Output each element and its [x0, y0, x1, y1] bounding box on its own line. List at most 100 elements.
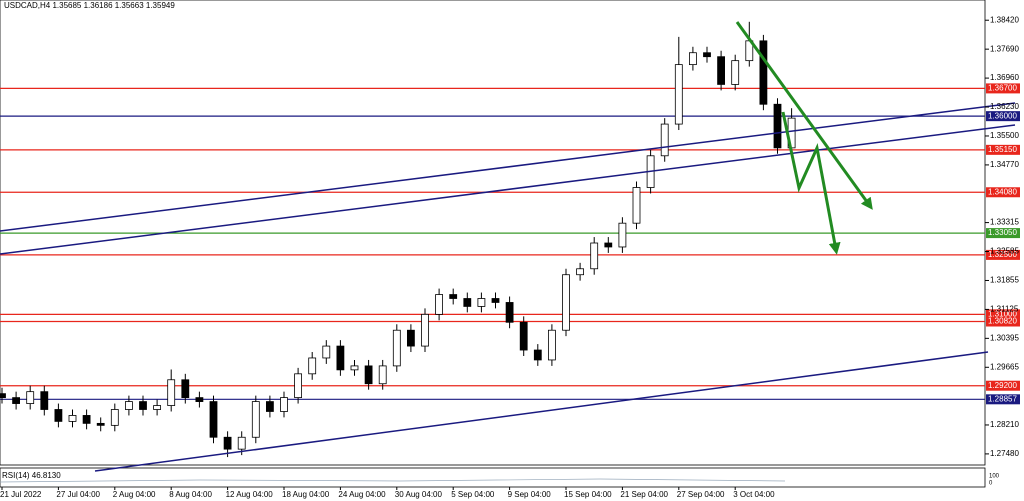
candle-body	[280, 397, 288, 412]
candle-body	[562, 274, 570, 331]
y-tick-label: 1.27480	[990, 449, 1019, 458]
level-label: 1.31000	[988, 309, 1017, 318]
candle-body	[125, 401, 133, 410]
candle-body	[223, 436, 232, 450]
candle-body	[195, 397, 204, 402]
chart-title: USDCAD,H4 1.35685 1.36186 1.35663 1.3594…	[4, 1, 175, 10]
candle-body	[68, 415, 77, 422]
y-tick-label: 1.30395	[990, 333, 1019, 342]
candle-body	[12, 397, 21, 404]
candle-body	[364, 365, 373, 385]
y-tick-label: 1.34770	[990, 160, 1019, 169]
candle-body	[350, 365, 359, 371]
y-tick-label: 1.29665	[990, 362, 1019, 371]
y-tick-label: 1.38420	[990, 15, 1019, 24]
forecast-arrow	[781, 111, 841, 255]
rsi-label: RSI(14) 46.8130	[2, 471, 61, 480]
y-tick-label: 1.33315	[990, 218, 1019, 227]
candle-body	[533, 349, 542, 361]
candle-body	[632, 187, 641, 224]
level-tag	[986, 144, 1020, 155]
candle-body	[660, 123, 669, 157]
level-label: 1.32500	[988, 250, 1017, 259]
candle-body	[308, 357, 317, 375]
candle-body	[731, 60, 740, 85]
x-tick-label: 2 Aug 04:00	[113, 490, 156, 499]
candle-body	[392, 329, 401, 367]
candle-body	[139, 401, 147, 410]
rsi-axis-label: 0	[989, 481, 993, 487]
level-tag	[986, 309, 1020, 320]
level-label: 1.35150	[988, 145, 1017, 154]
candle-body	[689, 52, 697, 66]
level-tag	[986, 316, 1020, 327]
x-tick-label: 5 Sep 04:00	[451, 490, 495, 499]
candle-body	[251, 401, 260, 438]
candle-body	[237, 436, 246, 450]
y-tick-label: 1.36230	[990, 102, 1019, 111]
rsi-line	[0, 478, 786, 483]
x-tick-label: 27 Sep 04:00	[677, 490, 725, 499]
x-tick-label: 24 Aug 04:00	[338, 490, 386, 499]
forecast-arrow	[735, 21, 873, 210]
x-tick-label: 30 Aug 04:00	[395, 490, 443, 499]
candle-body	[477, 298, 486, 307]
candle-body	[548, 329, 556, 361]
candle-body	[703, 52, 711, 58]
candle-body	[435, 294, 444, 315]
candle-body	[40, 391, 49, 410]
y-tick-label: 1.36960	[990, 73, 1019, 82]
candle-body	[421, 313, 429, 347]
candle-body	[576, 268, 584, 276]
y-tick-label: 1.32585	[990, 247, 1019, 256]
candle-body	[759, 40, 768, 105]
level-label: 1.28857	[988, 394, 1017, 403]
candle-body	[322, 345, 331, 359]
trend-line	[0, 124, 1016, 255]
x-tick-label: 21 Sep 04:00	[620, 490, 668, 499]
level-label: 1.33050	[988, 228, 1017, 237]
y-tick-label: 1.28210	[990, 420, 1019, 429]
x-tick-label: 12 Aug 04:00	[226, 490, 274, 499]
candle-body	[378, 365, 387, 385]
rsi-pane	[0, 467, 986, 488]
candle-body	[181, 379, 190, 399]
candle-body	[26, 391, 35, 404]
x-tick-label: 9 Sep 04:00	[508, 490, 552, 499]
candle-body	[449, 294, 458, 299]
candle-body	[773, 103, 782, 149]
y-tick-label: 1.31855	[990, 276, 1019, 285]
candle-body	[110, 409, 119, 426]
level-label: 1.36000	[988, 111, 1017, 120]
level-tag	[986, 380, 1020, 391]
candle-body	[82, 415, 91, 424]
level-tag	[986, 83, 1020, 94]
candle-body	[336, 345, 345, 371]
x-tick-label: 27 Jul 04:00	[56, 490, 100, 499]
candle-body	[209, 401, 218, 438]
level-label: 1.36700	[988, 84, 1017, 93]
x-tick-label: 15 Sep 04:00	[564, 490, 612, 499]
x-tick-label: 21 Jul 2022	[0, 490, 42, 499]
x-tick-label: 18 Aug 04:00	[282, 490, 330, 499]
rsi-axis-label: 100	[989, 474, 1000, 480]
candle-body	[294, 373, 303, 399]
trend-line	[0, 102, 1016, 232]
level-tag	[986, 187, 1020, 198]
level-label: 1.30820	[988, 317, 1017, 326]
level-tag	[986, 111, 1020, 122]
candle-body	[167, 379, 176, 406]
candle-body	[265, 401, 274, 412]
level-label: 1.34080	[988, 187, 1017, 196]
trend-line	[94, 351, 989, 472]
candle-body	[463, 298, 472, 307]
candle-body	[505, 302, 514, 323]
candle-body	[406, 329, 415, 347]
level-label: 1.29200	[988, 381, 1017, 390]
candle-body	[590, 242, 599, 270]
candle-body	[674, 64, 683, 125]
candle-body	[491, 298, 500, 303]
candle-body	[519, 321, 528, 351]
x-tick-label: 8 Aug 04:00	[169, 490, 212, 499]
